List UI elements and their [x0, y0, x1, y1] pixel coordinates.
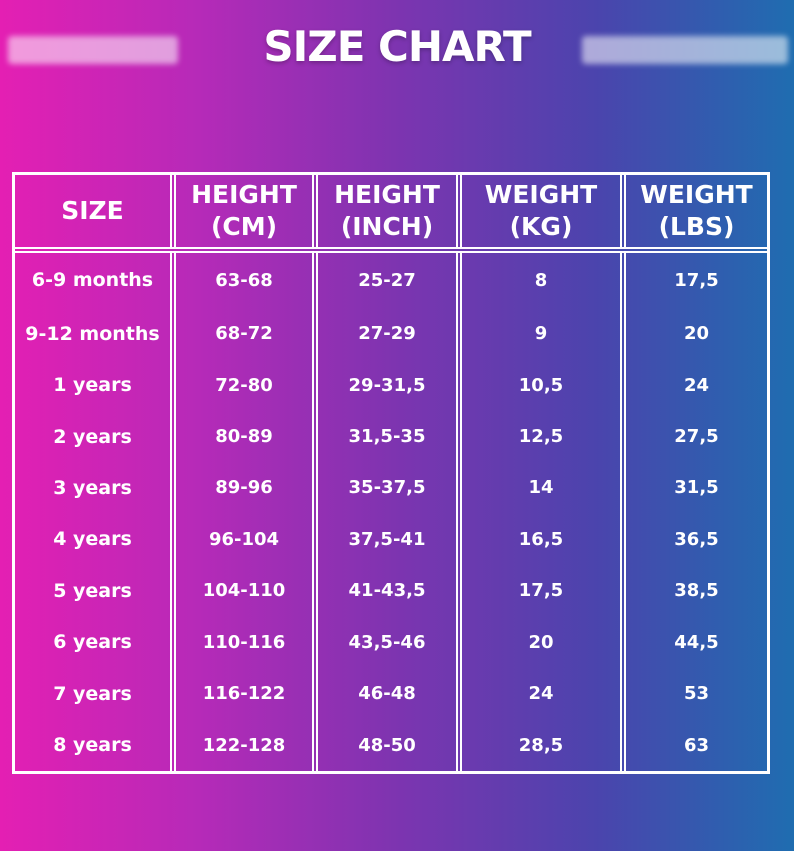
value-cell: 72-80 — [170, 359, 315, 411]
size-cell: 7 years — [53, 682, 132, 705]
table-row: 5 years 104-110 41-43,5 17,5 38,5 — [15, 565, 767, 617]
size-cell: 1 years — [53, 374, 132, 397]
value-cell: 68-72 — [170, 307, 315, 360]
value-cell: 63 — [620, 719, 767, 771]
value-cell: 29-31,5 — [312, 359, 459, 411]
value-cell: 28,5 — [456, 719, 623, 771]
table-row: 2 years 80-89 31,5-35 12,5 27,5 — [15, 410, 767, 463]
header-cell: SIZE — [15, 175, 173, 253]
value-cell: 96-104 — [170, 513, 315, 566]
table-row: 8 years 122-128 48-50 28,5 63 — [15, 719, 767, 771]
value-cell: 116-122 — [170, 668, 315, 720]
value-cell: 17,5 — [456, 565, 623, 617]
value-cell: 10,5 — [456, 359, 623, 411]
header-cell: WEIGHT (KG) — [456, 175, 623, 253]
size-cell: 4 years — [53, 528, 132, 551]
value-cell: 41-43,5 — [312, 565, 459, 617]
value-cell: 38,5 — [620, 565, 767, 617]
value-cell: 24 — [456, 668, 623, 720]
value-cell: 44,5 — [620, 616, 767, 669]
size-cell: 6 years — [53, 631, 132, 654]
value-cell: 43,5-46 — [312, 616, 459, 669]
value-cell: 31,5 — [620, 462, 767, 514]
value-cell: 48-50 — [312, 719, 459, 771]
value-cell: 14 — [456, 462, 623, 514]
value-cell: 104-110 — [170, 565, 315, 617]
value-cell: 9 — [456, 307, 623, 360]
value-cell: 27-29 — [312, 307, 459, 360]
value-cell: 122-128 — [170, 719, 315, 771]
header-cell: HEIGHT (INCH) — [312, 175, 459, 253]
size-cell: 3 years — [53, 476, 132, 499]
value-cell: 8 — [456, 250, 623, 308]
value-cell: 27,5 — [620, 410, 767, 463]
value-cell: 35-37,5 — [312, 462, 459, 514]
value-cell: 20 — [620, 307, 767, 360]
value-cell: 16,5 — [456, 513, 623, 566]
table-row: 4 years 96-104 37,5-41 16,5 36,5 — [15, 513, 767, 566]
table-row: 6-9 months 63-68 25-27 8 17,5 — [15, 250, 767, 308]
size-table: SIZE HEIGHT (CM) HEIGHT (INCH) WEIGHT (KG) W… — [12, 172, 770, 774]
decoration — [8, 36, 178, 64]
size-cell: 8 years — [53, 734, 132, 757]
size-cell: 6-9 months — [31, 269, 154, 292]
header-cell: HEIGHT (CM) — [170, 175, 315, 253]
value-cell: 80-89 — [170, 410, 315, 463]
value-cell: 36,5 — [620, 513, 767, 566]
decoration — [582, 36, 788, 64]
value-cell: 37,5-41 — [312, 513, 459, 566]
value-cell: 12,5 — [456, 410, 623, 463]
value-cell: 46-48 — [312, 668, 459, 720]
size-cell: 2 years — [53, 425, 132, 448]
value-cell: 24 — [620, 359, 767, 411]
value-cell: 31,5-35 — [312, 410, 459, 463]
value-cell: 63-68 — [170, 250, 315, 308]
value-cell: 89-96 — [170, 462, 315, 514]
size-cell: 9-12 months — [25, 322, 160, 345]
table: SIZE HEIGHT (CM) HEIGHT (INCH) WEIGHT (KG) W… — [15, 175, 767, 771]
value-cell: 17,5 — [620, 250, 767, 308]
table-body: 6-9 months 63-68 25-27 8 17,5 9-12 months 68-7… — [15, 250, 767, 771]
table-row: 9-12 months 68-72 27-29 9 20 — [15, 307, 767, 360]
table-row: 6 years 110-116 43,5-46 20 44,5 — [15, 616, 767, 669]
header-cell: WEIGHT (LBS) — [620, 175, 767, 253]
value-cell: 25-27 — [312, 250, 459, 308]
table-row: 3 years 89-96 35-37,5 14 31,5 — [15, 462, 767, 514]
value-cell: 20 — [456, 616, 623, 669]
table-row: 1 years 72-80 29-31,5 10,5 24 — [15, 359, 767, 411]
header-row: SIZE HEIGHT (CM) HEIGHT (INCH) WEIGHT (KG) W… — [15, 175, 767, 253]
title: SIZE CHART — [263, 22, 531, 71]
table-row: 7 years 116-122 46-48 24 53 — [15, 668, 767, 720]
value-cell: 53 — [620, 668, 767, 720]
size-cell: 5 years — [53, 579, 132, 602]
value-cell: 110-116 — [170, 616, 315, 669]
